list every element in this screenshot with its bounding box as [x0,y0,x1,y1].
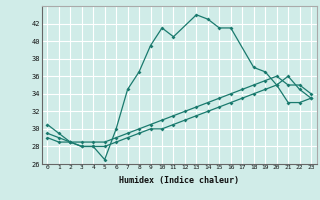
X-axis label: Humidex (Indice chaleur): Humidex (Indice chaleur) [119,176,239,185]
